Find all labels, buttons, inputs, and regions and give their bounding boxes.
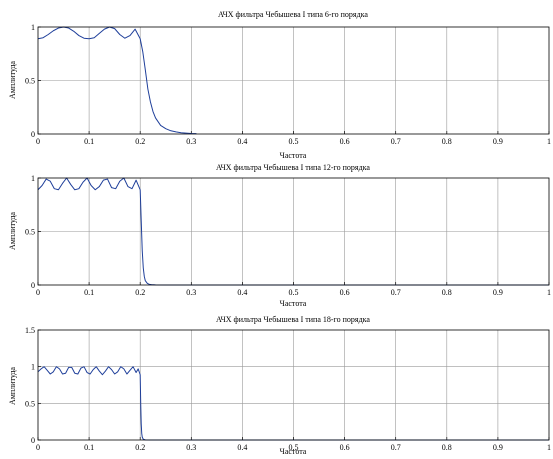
subplot-1-x-tick-label: 0.6 <box>340 137 350 146</box>
subplot-1-x-tick-label: 0 <box>36 137 40 146</box>
subplot-3-y-tick-label: 1 <box>31 363 35 372</box>
subplot-1-x-tick-label: 0.7 <box>391 137 401 146</box>
subplot-2: АЧХ фильтра Чебышева I типа 12-го порядк… <box>8 163 551 308</box>
subplot-3-x-tick-label: 0.5 <box>289 443 299 452</box>
subplot-2-x-tick-label: 0.9 <box>493 288 503 297</box>
subplot-3-x-tick-label: 0.7 <box>391 443 401 452</box>
subplot-1-x-tick-label: 0.5 <box>289 137 299 146</box>
subplot-1-series-line <box>37 26 197 135</box>
subplot-1-x-tick-label: 1 <box>547 137 551 146</box>
subplot-3-x-tick-label: 0.2 <box>135 443 145 452</box>
subplot-2-y-tick-label: 0 <box>31 281 35 290</box>
subplot-1-y-tick-label: 0.5 <box>25 77 35 86</box>
subplot-1: АЧХ фильтра Чебышева I типа 6-го порядка… <box>8 10 551 160</box>
subplot-1-y-tick-label: 1 <box>31 23 35 32</box>
subplot-3-x-tick-label: 0.9 <box>493 443 503 452</box>
subplot-3-axes-frame <box>37 329 550 441</box>
subplot-2-x-tick-label: 0 <box>36 288 40 297</box>
subplot-1-x-tick-label: 0.8 <box>442 137 452 146</box>
subplot-3-y-tick-label: 0.5 <box>25 399 35 408</box>
subplot-3: АЧХ фильтра Чебышева I типа 18-го порядк… <box>8 315 551 456</box>
subplot-3-x-tick-label: 0 <box>36 443 40 452</box>
subplot-2-x-tick-label: 0.6 <box>340 288 350 297</box>
subplot-2-ylabel: Амплитуда <box>8 212 17 250</box>
subplot-3-y-tick-label: 0 <box>31 436 35 445</box>
subplot-1-y-tick-label: 0 <box>31 130 35 139</box>
subplot-2-x-tick-label: 0.5 <box>289 288 299 297</box>
subplot-1-axes-frame <box>37 26 550 135</box>
subplot-3-x-tick-label: 0.4 <box>237 443 247 452</box>
subplot-2-axes-frame <box>37 177 550 286</box>
subplot-3-xlabel: Частота <box>280 447 307 456</box>
subplot-2-x-tick-label: 0.1 <box>84 288 94 297</box>
subplot-2-series-line <box>37 177 549 286</box>
subplot-3-x-tick-label: 0.3 <box>186 443 196 452</box>
subplot-1-x-tick-label: 0.3 <box>186 137 196 146</box>
subplot-2-x-tick-label: 0.3 <box>186 288 196 297</box>
subplot-2-x-tick-label: 1 <box>547 288 551 297</box>
subplot-1-title: АЧХ фильтра Чебышева I типа 6-го порядка <box>218 10 368 19</box>
subplot-2-x-tick-label: 0.2 <box>135 288 145 297</box>
subplot-2-y-tick-label: 1 <box>31 174 35 183</box>
subplot-3-x-tick-label: 0.8 <box>442 443 452 452</box>
subplot-3-x-tick-label: 1 <box>547 443 551 452</box>
subplot-1-x-tick-label: 0.1 <box>84 137 94 146</box>
subplot-3-x-tick-label: 0.1 <box>84 443 94 452</box>
subplot-2-title: АЧХ фильтра Чебышева I типа 12-го порядк… <box>216 163 370 172</box>
subplot-3-title: АЧХ фильтра Чебышева I типа 18-го порядк… <box>216 315 370 324</box>
subplot-3-ylabel: Амплитуда <box>8 367 17 405</box>
subplot-3-series-line <box>37 366 549 441</box>
subplot-3-y-tick-label: 1.5 <box>25 326 35 335</box>
subplot-2-x-tick-label: 0.7 <box>391 288 401 297</box>
subplot-1-xlabel: Частота <box>280 151 307 160</box>
subplot-1-x-tick-label: 0.2 <box>135 137 145 146</box>
subplot-1-x-tick-label: 0.9 <box>493 137 503 146</box>
subplot-2-xlabel: Частота <box>280 299 307 308</box>
subplot-2-y-tick-label: 0.5 <box>25 228 35 237</box>
subplot-3-x-tick-label: 0.6 <box>340 443 350 452</box>
subplot-1-x-tick-label: 0.4 <box>237 137 247 146</box>
subplot-2-x-tick-label: 0.4 <box>237 288 247 297</box>
subplot-1-ylabel: Амплитуда <box>8 61 17 99</box>
subplot-2-x-tick-label: 0.8 <box>442 288 452 297</box>
